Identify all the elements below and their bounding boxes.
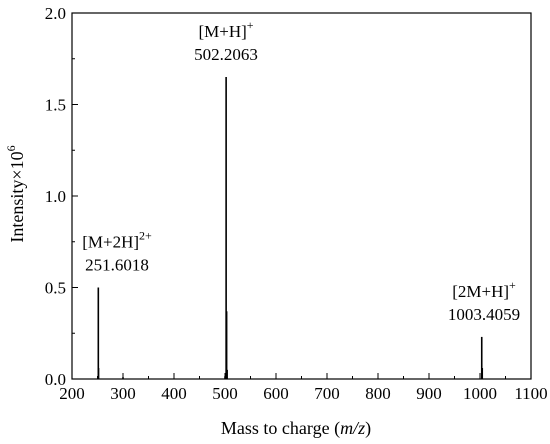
peak-ion-label: [2M+H]+: [452, 278, 516, 301]
y-axis-ticks: 0.0 0.5 1.0 1.5 2.0: [45, 4, 78, 389]
y-tick-label: 0.0: [45, 370, 66, 389]
x-tick-label: 1000: [463, 384, 497, 403]
y-tick-label: 1.0: [45, 187, 66, 206]
x-tick-label: 400: [161, 384, 187, 403]
x-axis-title: Mass to charge (m/z): [221, 418, 371, 439]
x-tick-label: 800: [365, 384, 391, 403]
y-tick-label: 1.5: [45, 96, 66, 115]
peak-mz-label: 251.6018: [85, 256, 149, 275]
plot-frame: [71, 12, 532, 380]
x-tick-label: 500: [212, 384, 238, 403]
x-tick-label: 200: [59, 384, 85, 403]
peak-annotations: [M+2H]2+ 251.6018 [M+H]+ 502.2063 [2M+H]+ 100…: [82, 18, 520, 324]
x-tick-label: 600: [263, 384, 289, 403]
x-tick-label: 700: [314, 384, 340, 403]
peak-ion-label: [M+H]+: [198, 18, 253, 41]
x-tick-label: 900: [416, 384, 442, 403]
y-tick-label: 0.5: [45, 279, 66, 298]
y-tick-label: 2.0: [45, 4, 66, 23]
x-tick-label: 1100: [514, 384, 547, 403]
y-axis-title: Intensity×106: [4, 145, 27, 242]
x-axis-ticks: 200 300 400 500 600 700 800 900 1000 1100: [59, 373, 548, 403]
peak-mz-label: 502.2063: [194, 45, 258, 64]
plot-border: [71, 12, 532, 380]
peak-ion-label: [M+2H]2+: [82, 229, 152, 252]
spectrum-peaks: [97, 77, 484, 379]
peak-mz-label: 1003.4059: [448, 305, 520, 324]
x-tick-label: 300: [110, 384, 136, 403]
